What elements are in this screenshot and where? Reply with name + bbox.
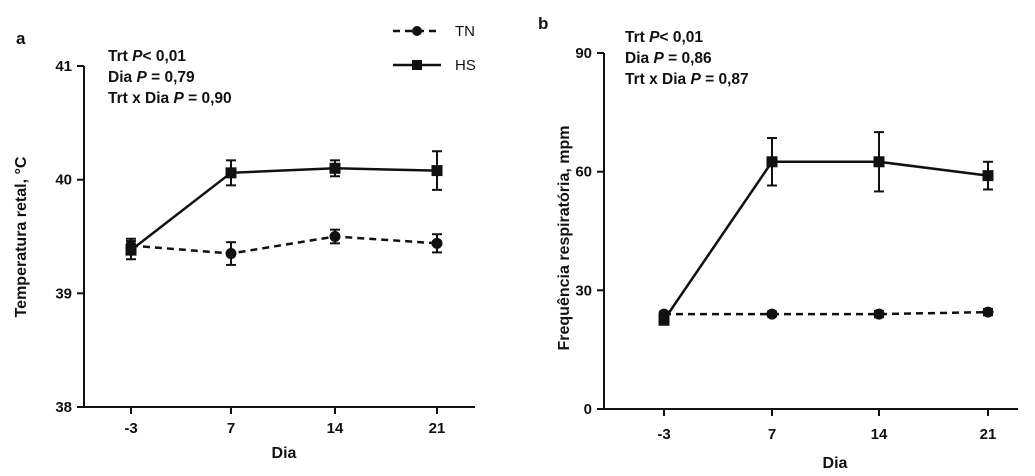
panel-a-xtick: -3 xyxy=(124,420,137,437)
panel-b-x-axis: -3 7 14 21 xyxy=(604,408,1018,443)
legend-marker-tn xyxy=(412,26,422,36)
panel-b-y-axis-title: Frequência respiratória, mpm xyxy=(556,126,573,351)
panel-b-label: b xyxy=(538,14,548,33)
panel-b-xtick: -3 xyxy=(657,426,670,443)
data-point-hs xyxy=(982,170,994,182)
data-point-hs xyxy=(225,167,237,179)
data-point-hs xyxy=(125,244,137,256)
panel-b-xtick: 21 xyxy=(980,426,997,443)
data-point-tn xyxy=(329,231,341,242)
panel-b-stat-3: Trt x Dia P = 0,87 xyxy=(625,71,749,88)
data-point-tn xyxy=(873,308,885,320)
series-line-hs xyxy=(662,160,989,321)
panel-a-ytick: 41 xyxy=(55,58,72,75)
panel-b-xtick: 14 xyxy=(871,426,888,443)
panel-b-ytick: 60 xyxy=(575,164,592,181)
legend-item-tn: TN xyxy=(393,23,475,40)
data-point-tn xyxy=(225,248,237,260)
data-point-hs xyxy=(766,156,778,168)
panel-a-x-axis: -3 7 14 21 xyxy=(84,406,475,437)
panel-b-ytick: 90 xyxy=(575,45,592,62)
panel-a-stat-3: Trt x Dia P = 0,90 xyxy=(108,90,232,107)
panel-a-xtick: 14 xyxy=(327,420,344,437)
panel-b-x-axis-title: Dia xyxy=(823,455,848,472)
panel-b-xtick: 7 xyxy=(768,426,776,443)
panel-b-ytick: 30 xyxy=(575,282,592,299)
panel-a-y-axis: 38 39 40 41 xyxy=(55,58,85,416)
panel-a-stat-2: Dia P = 0,79 xyxy=(108,69,195,86)
panel-a-plot-area xyxy=(125,150,443,266)
panel-b-stats: Trt P< 0,01 Dia P = 0,86 Trt x Dia P = 0… xyxy=(625,29,749,88)
data-point-tn xyxy=(431,237,443,249)
legend-label-hs: HS xyxy=(455,57,476,74)
panel-a: a Trt P< 0,01 Dia P = 0,79 Trt x Dia P =… xyxy=(13,29,475,462)
panel-a-x-axis-title: Dia xyxy=(272,445,297,462)
panel-b-stat-1: Trt P< 0,01 xyxy=(625,29,703,46)
panel-b: b Trt P< 0,01 Dia P = 0,86 Trt x Dia P =… xyxy=(538,14,1018,472)
panel-b-ytick: 0 xyxy=(584,401,592,418)
data-point-hs xyxy=(329,162,341,174)
panel-a-ytick: 40 xyxy=(55,172,72,189)
panel-a-xtick: 7 xyxy=(227,420,235,437)
legend-label-tn: TN xyxy=(455,23,475,40)
legend: TN HS xyxy=(393,23,476,74)
panel-b-plot-area xyxy=(658,131,994,326)
legend-marker-hs xyxy=(412,60,422,70)
panel-a-ytick: 38 xyxy=(55,399,72,416)
panel-a-y-axis-title: Temperatura retal, °C xyxy=(13,156,30,317)
data-point-hs xyxy=(431,165,443,177)
panel-a-stat-1: Trt P< 0,01 xyxy=(108,48,186,65)
data-point-hs xyxy=(658,314,670,326)
panel-b-y-axis: 0 30 60 90 xyxy=(575,45,605,418)
panel-a-xtick: 21 xyxy=(429,420,446,437)
series-line-tn xyxy=(664,310,989,316)
series-line-tn xyxy=(130,235,438,255)
panel-b-stat-2: Dia P = 0,86 xyxy=(625,50,712,67)
data-point-tn xyxy=(766,308,778,320)
data-point-hs xyxy=(873,156,885,168)
series-line-hs xyxy=(130,167,438,252)
legend-item-hs: HS xyxy=(393,57,476,74)
panel-a-stats: Trt P< 0,01 Dia P = 0,79 Trt x Dia P = 0… xyxy=(108,48,232,107)
panel-a-label: a xyxy=(16,29,26,48)
data-point-tn xyxy=(982,306,994,318)
panel-a-ytick: 39 xyxy=(55,285,72,302)
